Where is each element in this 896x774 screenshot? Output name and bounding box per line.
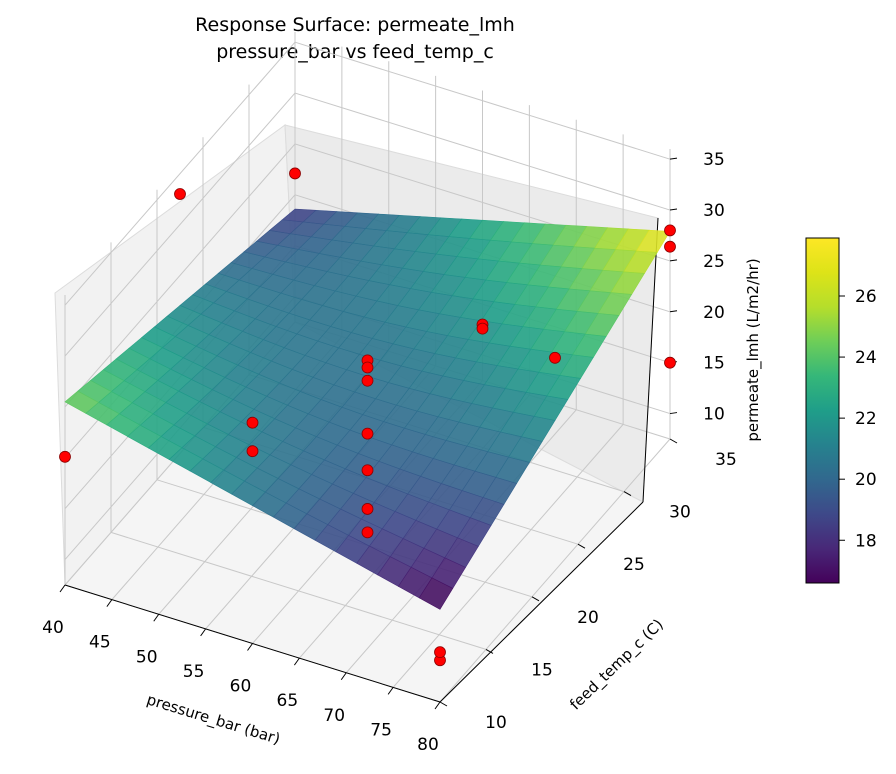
y-tick-mark <box>577 543 586 549</box>
z-axis-line <box>642 217 659 503</box>
y-tick-label: 15 <box>531 660 553 680</box>
z-tick-mark <box>669 412 678 415</box>
x-tick-label: 65 <box>277 691 299 711</box>
data-point <box>246 416 259 429</box>
x-tick-label: 40 <box>42 618 64 638</box>
data-point <box>361 374 374 387</box>
y-tick-mark <box>669 438 678 444</box>
data-point <box>664 356 676 369</box>
z-tick-mark <box>669 208 678 211</box>
z-axis-label: permeate_lmh (L/m2/hr) <box>744 258 763 441</box>
data-point <box>361 427 374 440</box>
y-tick-label: 30 <box>669 503 691 523</box>
x-tick-label: 75 <box>370 720 392 740</box>
y-tick-label: 10 <box>485 713 507 733</box>
y-tick-label: 35 <box>715 450 737 470</box>
data-point <box>246 445 259 458</box>
x-tick-mark <box>340 672 347 681</box>
z-tick-label: 25 <box>703 252 725 272</box>
y-axis-label: feed_temp_c (C) <box>566 615 667 714</box>
colorbar-gradient <box>805 237 840 584</box>
y-tick-label: 20 <box>577 608 599 628</box>
z-tick-mark <box>669 310 678 313</box>
x-tick-label: 60 <box>230 677 252 697</box>
grid-line-z <box>64 143 671 408</box>
z-tick-label: 10 <box>703 405 725 425</box>
z-tick-label: 30 <box>703 201 725 221</box>
data-point <box>549 351 561 364</box>
data-point <box>361 464 374 477</box>
z-tick-mark <box>669 259 678 262</box>
x-tick-label: 80 <box>417 735 439 755</box>
data-point <box>664 240 676 253</box>
data-point <box>361 503 374 515</box>
x-tick-label: 70 <box>323 706 345 726</box>
grid-line-z <box>64 92 671 357</box>
colorbar-tick-label: 22 <box>855 409 877 429</box>
data-point <box>664 224 676 237</box>
y-tick-mark <box>531 596 540 602</box>
z-tick-label: 35 <box>703 150 725 170</box>
x-tick-mark <box>153 613 160 622</box>
x-tick-mark <box>247 643 253 651</box>
x-ticks: 40 45 50 55 60 65 70 75 80 <box>42 584 441 755</box>
colorbar: 18 20 22 24 26 <box>805 237 877 584</box>
x-tick-mark <box>434 701 441 710</box>
z-tick-label: 15 <box>703 354 725 374</box>
data-point <box>361 361 374 374</box>
y-ticks: 10 15 20 25 30 35 <box>439 438 737 733</box>
colorbar-tick-label: 20 <box>855 470 877 490</box>
data-point <box>289 167 301 180</box>
chart-subtitle: pressure_bar vs feed_temp_c <box>216 41 494 63</box>
x-tick-mark <box>200 628 207 637</box>
y-tick-mark <box>485 648 494 654</box>
data-point <box>361 526 374 539</box>
y-tick-label: 25 <box>623 555 645 575</box>
x-axis-label: pressure_bar (bar) <box>144 690 282 749</box>
x-tick-mark <box>293 657 300 666</box>
data-point <box>174 188 186 200</box>
colorbar-ticks: 18 20 22 24 26 <box>839 287 877 551</box>
y-tick-mark <box>439 701 448 707</box>
colorbar-tick-label: 18 <box>855 531 877 551</box>
data-points <box>59 167 676 667</box>
grid-line-z <box>64 41 671 306</box>
z-tick-mark <box>669 157 678 160</box>
y-axis-line <box>439 501 644 703</box>
data-point <box>59 450 71 463</box>
colorbar-tick-label: 24 <box>855 348 877 368</box>
x-tick-mark <box>59 584 66 593</box>
x-tick-mark <box>387 687 394 695</box>
x-tick-label: 45 <box>89 633 111 653</box>
x-tick-label: 55 <box>183 662 205 682</box>
z-tick-label: 20 <box>703 303 725 323</box>
grid-line-y <box>110 242 487 650</box>
response-surface <box>64 208 671 610</box>
colorbar-tick-label: 26 <box>855 287 877 307</box>
x-tick-mark <box>106 599 113 607</box>
y-tick-mark <box>623 491 632 497</box>
x-tick-label: 50 <box>136 647 158 667</box>
surface-patch <box>418 577 454 610</box>
z-ticks: 10 15 20 25 30 35 <box>669 150 725 425</box>
data-point <box>434 646 446 659</box>
data-point <box>476 322 489 335</box>
chart-title: Response Surface: permeate_lmh <box>195 14 515 36</box>
